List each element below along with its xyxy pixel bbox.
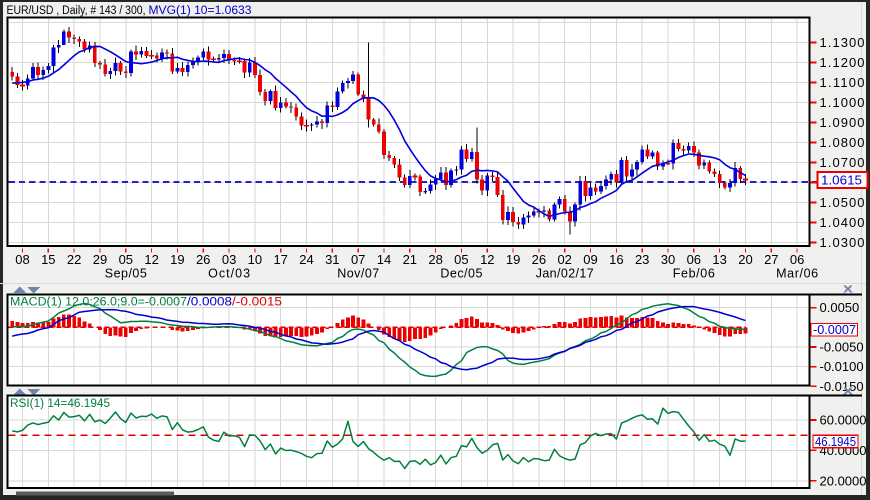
- svg-text:08: 08: [15, 252, 29, 267]
- svg-text:x: x: [843, 281, 854, 296]
- svg-text:10: 10: [248, 252, 262, 267]
- svg-text:1.1300: 1.1300: [820, 35, 865, 50]
- svg-text:1.0615: 1.0615: [821, 172, 862, 187]
- svg-text:Nov/07: Nov/07: [337, 267, 379, 281]
- svg-text:27: 27: [764, 252, 778, 267]
- svg-text:16: 16: [609, 252, 623, 267]
- svg-text:1.0300: 1.0300: [820, 235, 865, 250]
- svg-text:Sep/05: Sep/05: [105, 267, 147, 281]
- svg-text:60.0000: 60.0000: [820, 413, 867, 428]
- svg-text:13: 13: [712, 252, 726, 267]
- svg-text:30: 30: [661, 252, 675, 267]
- svg-text:1.0900: 1.0900: [820, 115, 865, 130]
- svg-text:Oct/03: Oct/03: [208, 267, 250, 281]
- svg-text:28: 28: [428, 252, 442, 267]
- svg-text:Dec/05: Dec/05: [440, 267, 482, 281]
- svg-text:1.0400: 1.0400: [820, 215, 865, 230]
- svg-text:MVG(1) 10=1.0633: MVG(1) 10=1.0633: [149, 5, 252, 17]
- svg-text:12: 12: [144, 252, 158, 267]
- svg-text:1.0700: 1.0700: [820, 155, 865, 170]
- svg-text:Mar/06: Mar/06: [776, 267, 818, 281]
- svg-text:EUR/USD , Daily, # 143 / 300,: EUR/USD , Daily, # 143 / 300,: [7, 5, 146, 17]
- svg-text:24: 24: [299, 252, 313, 267]
- svg-text:-0.0100: -0.0100: [820, 359, 864, 374]
- svg-text:20.0000: 20.0000: [820, 473, 867, 488]
- svg-text:Jan/02/17: Jan/02/17: [536, 267, 594, 281]
- svg-text:26: 26: [196, 252, 210, 267]
- svg-text:07: 07: [351, 252, 365, 267]
- svg-text:-0.0007: -0.0007: [813, 323, 856, 337]
- svg-text:29: 29: [93, 252, 107, 267]
- svg-text:15: 15: [41, 252, 55, 267]
- svg-text:/0.0008: /0.0008: [187, 297, 232, 309]
- svg-text:14: 14: [377, 252, 391, 267]
- svg-text:x: x: [843, 383, 854, 398]
- svg-text:21: 21: [403, 252, 417, 267]
- svg-text:/-0.0015: /-0.0015: [232, 297, 282, 309]
- svg-text:0.0050: 0.0050: [820, 300, 860, 315]
- svg-text:02: 02: [557, 252, 571, 267]
- svg-text:17: 17: [273, 252, 287, 267]
- svg-text:31: 31: [325, 252, 339, 267]
- svg-text:22: 22: [67, 252, 81, 267]
- svg-text:20: 20: [738, 252, 752, 267]
- svg-text:-0.0050: -0.0050: [820, 340, 864, 355]
- svg-text:09: 09: [583, 252, 597, 267]
- svg-text:Feb/06: Feb/06: [673, 267, 715, 281]
- svg-text:MACD(1) 12.0;26.0;9.0=-0.0007: MACD(1) 12.0;26.0;9.0=-0.0007: [10, 297, 187, 309]
- svg-text:19: 19: [170, 252, 184, 267]
- svg-text:1.1200: 1.1200: [820, 55, 865, 70]
- svg-text:12: 12: [480, 252, 494, 267]
- svg-text:05: 05: [119, 252, 133, 267]
- svg-text:26: 26: [532, 252, 546, 267]
- svg-text:1.0500: 1.0500: [820, 195, 865, 210]
- svg-text:03: 03: [222, 252, 236, 267]
- svg-text:-0.0150: -0.0150: [820, 379, 864, 394]
- svg-text:1.1100: 1.1100: [820, 75, 865, 90]
- svg-text:05: 05: [454, 252, 468, 267]
- svg-text:19: 19: [506, 252, 520, 267]
- svg-text:1.1000: 1.1000: [820, 95, 865, 110]
- svg-text:46.1945: 46.1945: [815, 435, 856, 449]
- svg-text:06: 06: [790, 252, 804, 267]
- svg-text:1.0800: 1.0800: [820, 135, 865, 150]
- svg-text:23: 23: [635, 252, 649, 267]
- svg-text:RSI(1) 14=46.1945: RSI(1) 14=46.1945: [10, 398, 110, 410]
- svg-text:06: 06: [687, 252, 701, 267]
